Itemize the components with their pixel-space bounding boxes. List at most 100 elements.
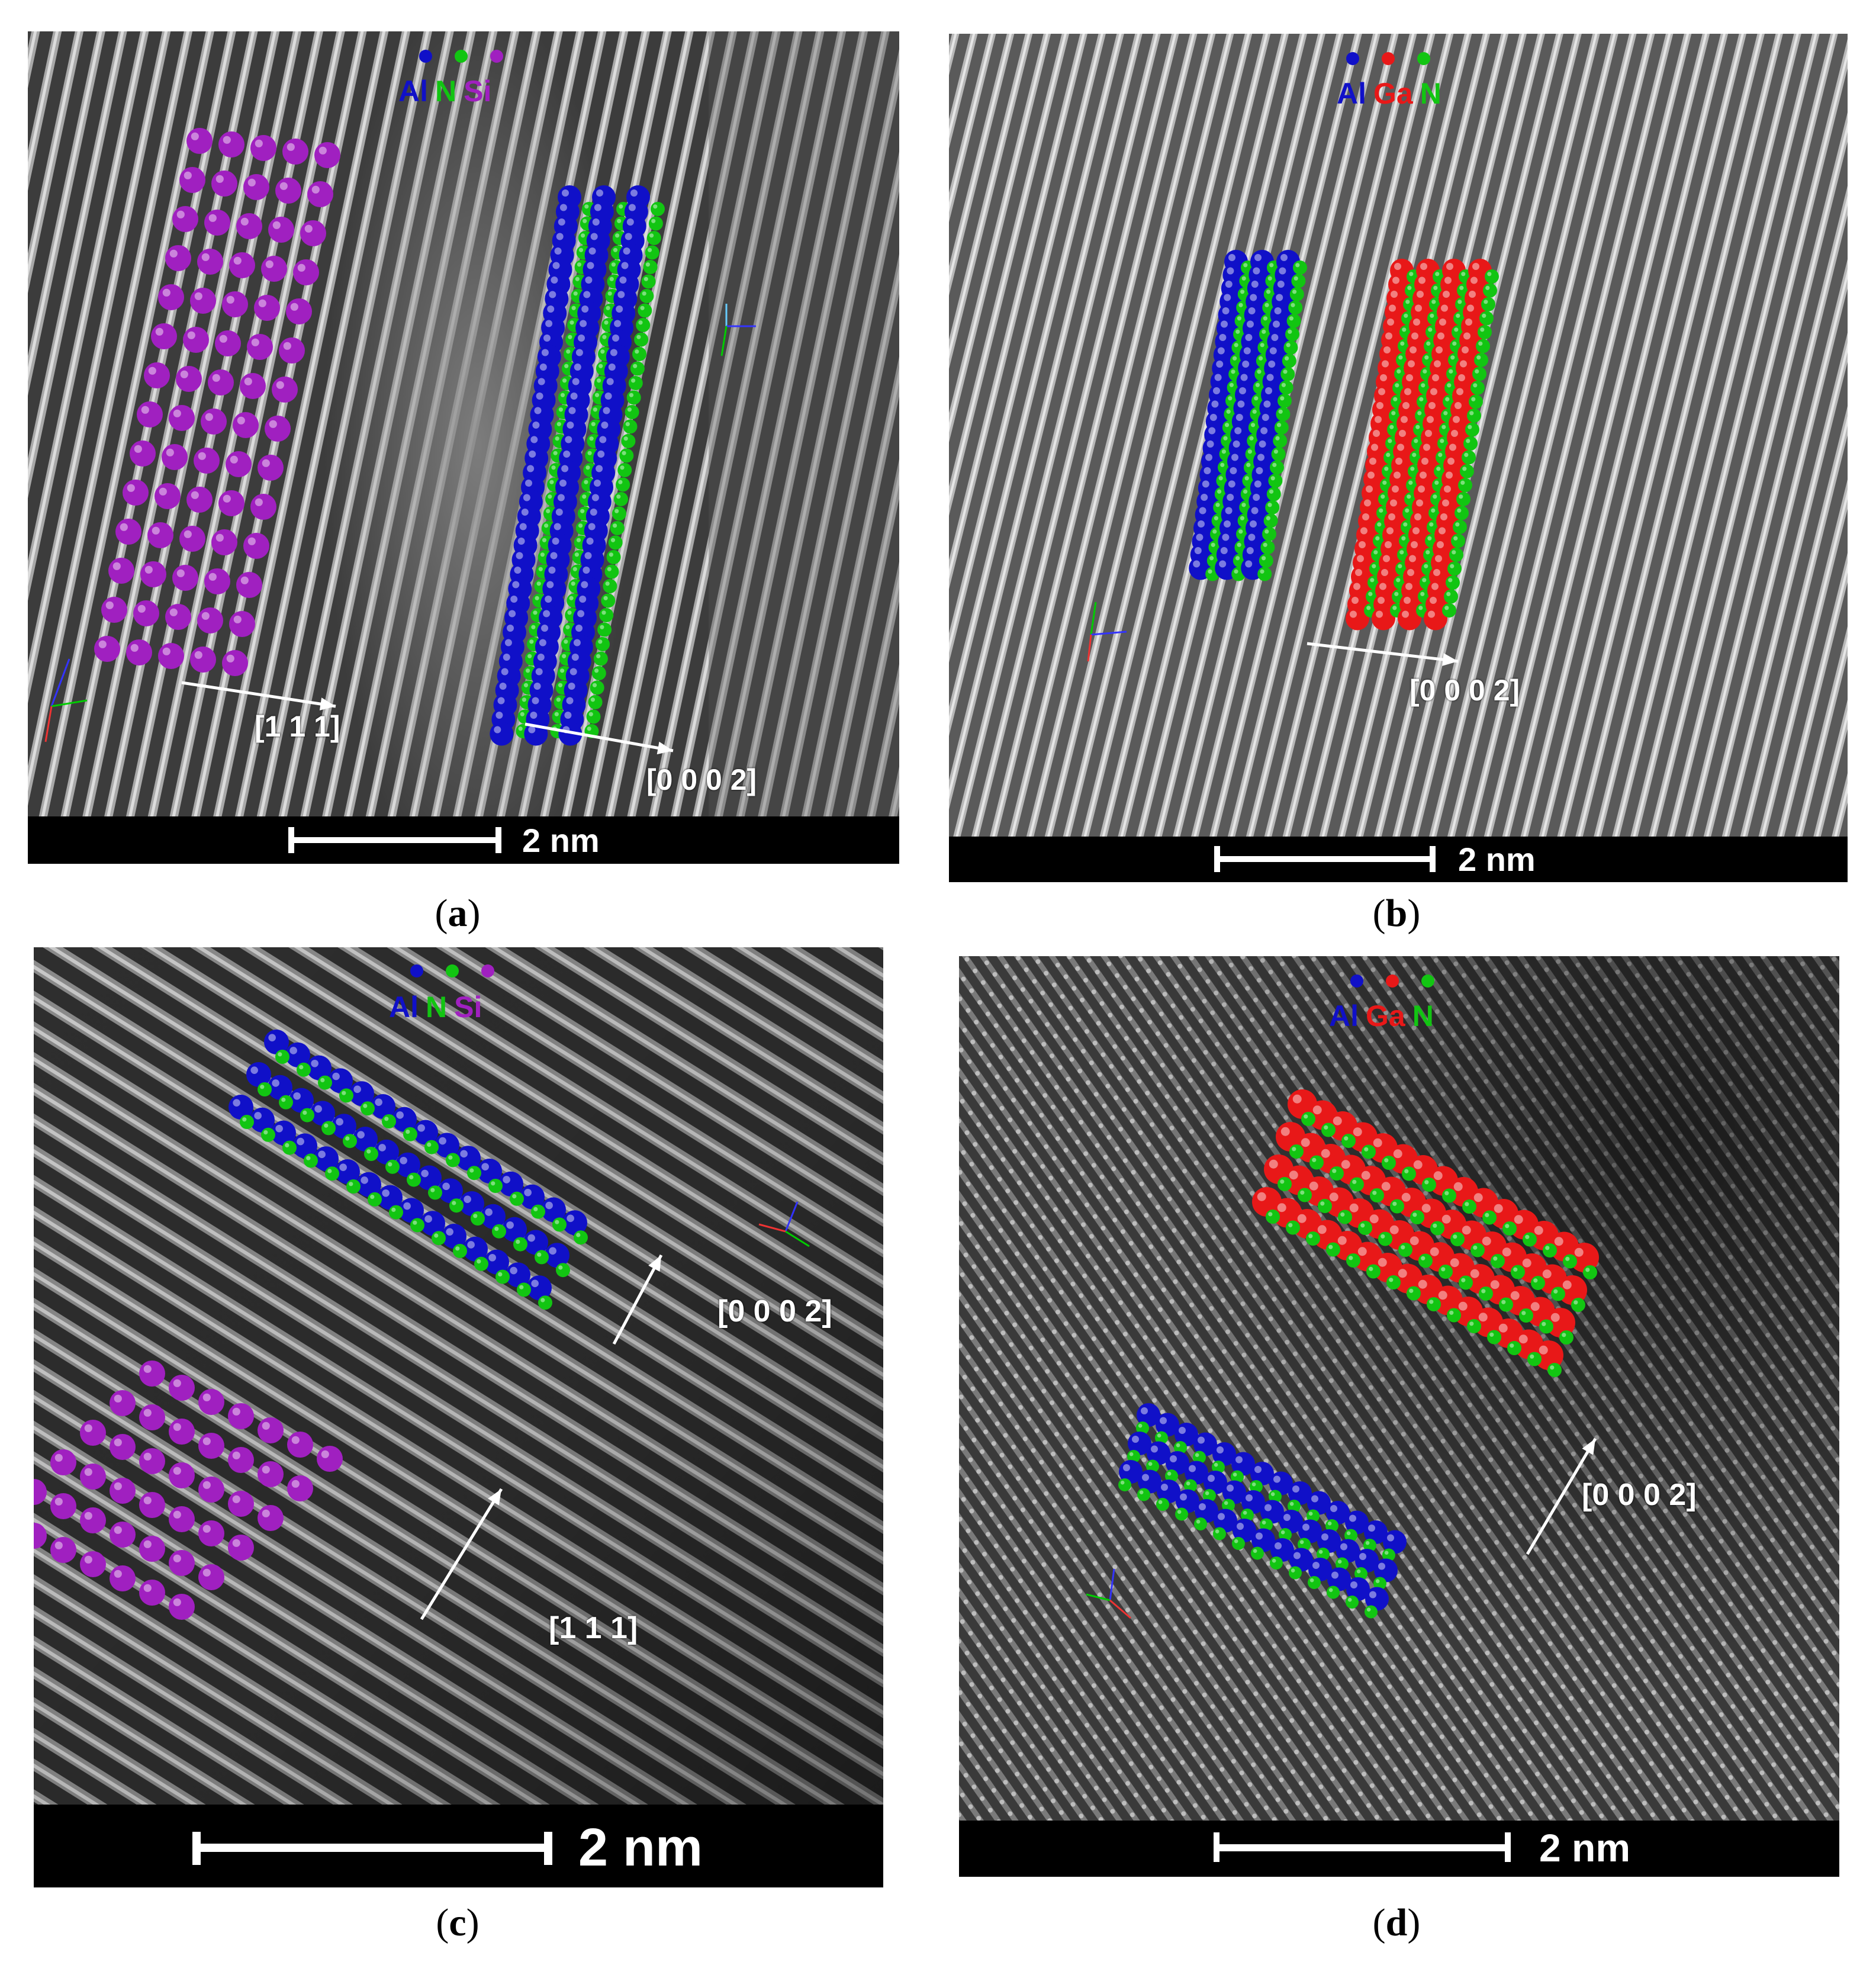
- atom-sphere: [165, 245, 191, 271]
- atom-sphere: [1483, 283, 1497, 298]
- atom-sphere: [314, 1146, 339, 1172]
- atom-sphere: [1298, 1519, 1322, 1543]
- atom-sphere: [304, 1153, 318, 1168]
- atom-sphere: [1346, 1596, 1359, 1609]
- legend-dots-c: [410, 964, 528, 981]
- atom-sphere: [151, 323, 177, 349]
- atom-sphere: [258, 1505, 284, 1531]
- atom-sphere: [1184, 1479, 1197, 1493]
- direction-arrowhead: [657, 741, 673, 755]
- atom-sphere: [1317, 1548, 1330, 1561]
- atom-sphere: [1583, 1265, 1597, 1279]
- atom-sphere: [1364, 1520, 1388, 1544]
- atom-sphere: [1260, 540, 1275, 555]
- atom-sphere: [1450, 1232, 1465, 1246]
- atom-sphere: [236, 213, 262, 239]
- atom-sphere: [328, 1068, 353, 1094]
- atom-sphere: [1424, 606, 1447, 631]
- atom-sphere: [80, 1551, 106, 1577]
- atom-sphere: [1569, 1243, 1599, 1272]
- atom-sphere: [1459, 1275, 1473, 1290]
- atom-sphere: [1166, 1451, 1189, 1475]
- atom-sphere: [80, 1420, 106, 1446]
- atom-sphere: [467, 1166, 481, 1181]
- atom-sphere: [204, 210, 230, 236]
- atom-sphere: [287, 1475, 313, 1501]
- atom-sphere: [1289, 1144, 1304, 1159]
- atom-sphere: [638, 303, 652, 318]
- atom-sphere: [317, 1446, 343, 1472]
- atom-sphere: [1487, 1330, 1501, 1345]
- atom-sphere: [250, 1107, 275, 1133]
- atom-sphere: [484, 1249, 509, 1275]
- atom-sphere: [1463, 436, 1478, 451]
- atom-sphere: [1382, 1156, 1396, 1170]
- atom-sphere: [250, 494, 276, 520]
- atom-sphere: [597, 622, 612, 637]
- atom-sphere: [1266, 1210, 1280, 1224]
- atom-sphere: [1539, 1319, 1553, 1334]
- atom-sphere: [1326, 1501, 1350, 1525]
- atom-sphere: [211, 529, 237, 555]
- scale-bar-d: 2 nm: [959, 1821, 1839, 1877]
- atom-sphere: [385, 1159, 400, 1174]
- atom-sphere: [513, 1237, 527, 1252]
- panel-d-hrtem-image: Al Ga N [0 0 0 2] 2 nm: [959, 956, 1839, 1877]
- atom-sphere: [1174, 1423, 1198, 1446]
- atom-sphere: [279, 337, 305, 364]
- atom-sphere: [1398, 1243, 1412, 1257]
- atom-sphere: [506, 1262, 530, 1288]
- legend-al: Al: [398, 75, 428, 108]
- atom-sphere: [1280, 367, 1295, 381]
- atom-sphere: [190, 647, 216, 673]
- atom-sphere: [1301, 1112, 1315, 1126]
- atom-sphere: [634, 332, 649, 347]
- atom-sphere: [463, 1236, 488, 1262]
- atom-sphere: [1289, 287, 1304, 301]
- atom-sphere: [1346, 1577, 1370, 1601]
- atom-sphere: [612, 506, 626, 521]
- atom-model-b: [1189, 250, 1499, 666]
- legend-n: N: [426, 990, 448, 1024]
- atom-sphere: [211, 171, 237, 197]
- atom-sphere: [140, 561, 166, 587]
- atom-sphere: [1470, 1243, 1485, 1258]
- atom-sphere: [258, 1417, 284, 1443]
- atom-sphere: [1362, 1144, 1376, 1159]
- atom-sphere: [198, 1564, 224, 1590]
- atom-sphere: [144, 362, 170, 388]
- atom-sphere: [240, 1115, 254, 1129]
- atom-sphere: [1402, 1166, 1416, 1181]
- direction-label-0002-b: [0 0 0 2]: [1410, 674, 1520, 707]
- atom-sphere: [226, 451, 252, 477]
- atom-sphere: [1250, 1462, 1274, 1485]
- scale-label-d: 2 nm: [1539, 1826, 1631, 1870]
- atom-sphere: [449, 1198, 464, 1213]
- atom-sphere: [272, 377, 298, 403]
- atom-sphere: [1285, 327, 1299, 342]
- atom-sphere: [1278, 1177, 1292, 1191]
- panel-a-hrtem-image: Al N Si [1 1 1] [0 0 0 2] 2 nm: [28, 31, 899, 864]
- atom-sphere: [1346, 1253, 1360, 1268]
- coordinate-axes-icon-d: [1086, 1568, 1131, 1619]
- atom-sphere: [1137, 1488, 1150, 1501]
- atom-sphere: [471, 1211, 485, 1226]
- atom-sphere: [1478, 325, 1492, 339]
- atom-sphere: [1449, 548, 1463, 562]
- legend-si: Si: [464, 75, 492, 108]
- direction-label-0002-c: [0 0 0 2]: [717, 1294, 832, 1329]
- atom-sphere: [1467, 1319, 1481, 1333]
- atom-sphere: [169, 405, 195, 431]
- atom-sphere: [1289, 1548, 1313, 1572]
- atom-sphere: [271, 1120, 296, 1146]
- atom-sphere: [1231, 1452, 1255, 1476]
- atom-sphere: [1373, 1577, 1386, 1590]
- atom-sphere: [1119, 1460, 1143, 1484]
- atom-sphere: [368, 1192, 382, 1207]
- atom-sphere: [648, 216, 663, 231]
- atom-sphere: [110, 1390, 136, 1416]
- atom-sphere: [123, 480, 149, 506]
- atom-sphere: [498, 1171, 523, 1197]
- atom-sphere: [1241, 1490, 1265, 1514]
- atom-sphere: [361, 1101, 375, 1116]
